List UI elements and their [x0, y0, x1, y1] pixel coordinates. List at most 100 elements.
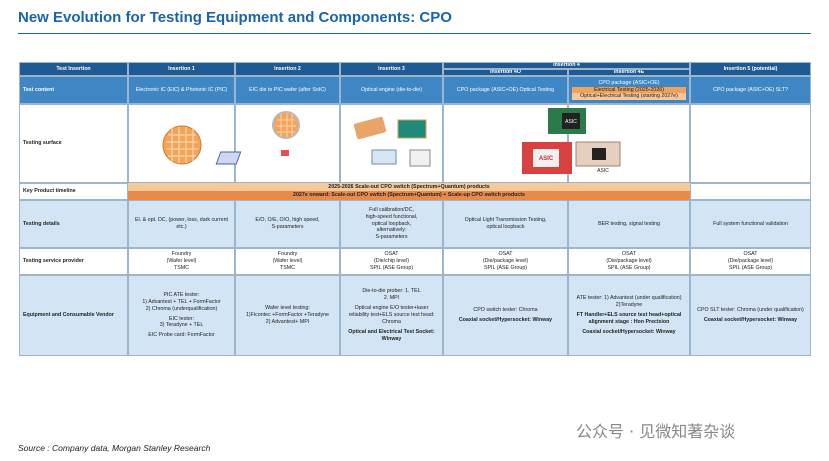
row-label: Testing service provider — [19, 248, 128, 275]
cell-text: alternatively: — [376, 227, 407, 234]
cell-text: 2)Teradyne — [615, 302, 643, 309]
timeline-bar: 2027e onward: Scale-out CPO switch (Spec… — [128, 191, 690, 200]
cell-text: 3) Teradyne + TEL — [159, 322, 204, 329]
cell-text: OSAT — [743, 251, 758, 258]
cell-text: EIC tester: — [168, 315, 195, 322]
table-cell — [690, 183, 811, 200]
title: New Evolution for Testing Equipment and … — [18, 9, 452, 26]
cell-text: Insertion 2 — [274, 65, 301, 72]
cell-text: Electronic IC (EIC) & Photonic IC (PIC) — [135, 86, 228, 93]
cell-text: 2027e onward: Scale-out CPO switch (Spec… — [293, 192, 525, 199]
table-cell: CPO SLT tester: Chroma (under qualificat… — [690, 275, 811, 356]
cell-text: Optical engine (die-to-die) — [361, 86, 422, 93]
cell-text: Foundry — [277, 251, 298, 258]
table-cell: Full system functional validation — [690, 200, 811, 248]
cell-text: Test content — [23, 86, 55, 93]
cell-text: Key Product timeline — [23, 188, 76, 195]
cell-text: Insertion 4O — [490, 69, 521, 76]
cell-text: El. & opt. DC, (power, loss, dark curren… — [134, 217, 229, 230]
table-cell: OSAT (Die/package level) SPIL (ASE Group) — [443, 248, 568, 275]
table-cell: El. & opt. DC, (power, loss, dark curren… — [128, 200, 235, 248]
cell-text: Full calibration/DC, — [369, 206, 414, 213]
cell-text: Testing service provider — [23, 258, 84, 265]
cell-text: CPO switch tester: Chroma — [473, 307, 538, 314]
cell-text: TSMC — [279, 264, 295, 271]
cell-text: FT Handler+ELS source test head+optical … — [576, 312, 682, 325]
table-cell: OSAT (Die/package level) SPIL (ASE Group) — [690, 248, 811, 275]
cell-text: SPIL (ASE Group) — [728, 264, 773, 271]
cell-text: S-parameters — [271, 224, 304, 230]
cell-text: SPIL (ASE Group) — [483, 264, 528, 271]
table-cell: BER testing, signal testing — [568, 200, 690, 248]
cell-text: OSAT — [384, 251, 399, 258]
table-cell — [340, 104, 443, 183]
table-cell: CPO package (ASIC+OE) Optical Testing — [443, 76, 568, 104]
title-rule — [18, 33, 811, 34]
cell-text: Insertion 3 — [378, 65, 405, 72]
table-cell — [443, 104, 568, 183]
table-cell — [128, 104, 235, 183]
cell-text: (Wafer level) — [272, 258, 303, 265]
table-cell: OSAT (Die/package level) SPIL (ASE Group) — [568, 248, 690, 275]
cell-text: Optical engine E/O tester+laser reliabil… — [348, 305, 435, 325]
cell-text: CPO package (ASIC+OE) Optical Testing — [456, 86, 555, 93]
cell-text: E/O, O/E, O/O, high speed, — [255, 217, 320, 224]
cell-text: SPIL (ASE Group) — [607, 264, 651, 271]
table-cell: Full calibration/DC, high-speed functiona… — [340, 200, 443, 248]
cell-text: TSMC — [173, 264, 189, 271]
cell-text: EIC Probe card: FormFactor — [148, 332, 215, 339]
cell-text: 2025-2026 Scale-out CPO switch (Spectrum… — [328, 183, 490, 190]
cell-text: Insertion 4 — [553, 62, 580, 69]
row-label: Key Product timeline — [19, 183, 128, 200]
cell-text: Coaxial socket/Hypersocket: Winway — [703, 317, 798, 323]
header-cell: Insertion 5 (potential) — [690, 62, 811, 76]
cell-text: Optical Light Transmission Testing, — [464, 217, 547, 224]
cell-text: Insertion 5 (potential) — [723, 65, 778, 72]
header-cell: Insertion 3 — [340, 62, 443, 76]
table-cell: Foundry (Wafer level) TSMC — [128, 248, 235, 275]
table-cell: PIC ATE tester: 1) Advantest + TEL + Form… — [128, 275, 235, 356]
cell-text: Coaxial socket/Hypersocket: Winway — [458, 317, 553, 323]
cell-text: Insertion 1 — [168, 65, 195, 72]
cell-text: (Die/chip level) — [373, 258, 410, 265]
table-cell: Die-to-die prober: 1. TEL 2. MPI Optical e… — [340, 275, 443, 356]
table-cell: Wafer level testing: 1)Ficontec +FormFact… — [235, 275, 340, 356]
cell-text: EIC die to PIC wafer (after SoIC) — [249, 86, 326, 93]
cell-text: Equipment and Consumable Vendor — [23, 312, 114, 319]
header-cell: Insertion 1 — [128, 62, 235, 76]
cell-text: optical loopback — [486, 224, 525, 230]
table-cell — [690, 104, 811, 183]
cell-text: PIC ATE tester: — [163, 291, 200, 298]
table-cell: Optical engine (die-to-die) — [340, 76, 443, 104]
table-cell: CPO package (ASIC+OE) SLT? — [690, 76, 811, 104]
cell-text: (Die/package level) — [482, 258, 529, 265]
table-cell: Optical Light Transmission Testing, optic… — [443, 200, 568, 248]
cell-text: BER testing, signal testing — [598, 220, 660, 227]
cell-text: Testing surface — [23, 140, 62, 147]
watermark: 公众号 · 见微知著杂谈 — [576, 422, 736, 441]
table-cell: OSAT (Die/chip level) SPIL (ASE Group) — [340, 248, 443, 275]
cell-text: Foundry — [171, 251, 192, 258]
cell-text: Testing details — [23, 220, 60, 227]
table-cell: EIC die to PIC wafer (after SoIC) — [235, 76, 340, 104]
subheader-cell: Insertion 4O — [443, 69, 568, 76]
row-label: Testing details — [19, 200, 128, 248]
cell-text: OSAT — [621, 251, 637, 258]
cell-text: optical loopback, — [371, 220, 412, 227]
cell-text: CPO package (ASIC+OE) SLT? — [713, 86, 788, 93]
cell-text: Full system functional validation — [713, 220, 788, 227]
cell-text: Test Insertion — [56, 65, 91, 72]
table-cell: CPO switch tester: Chroma Coaxial socket/… — [443, 275, 568, 356]
header-cell: Insertion 2 — [235, 62, 340, 76]
cell-text: Coaxial socket/Hypersocket: Winway — [582, 328, 676, 335]
cell-text: Wafer level testing: — [265, 305, 310, 312]
header-cell: Test Insertion — [19, 62, 128, 76]
cell-text: CPO package (ASIC+OE) — [598, 79, 660, 86]
table-cell — [568, 104, 690, 183]
timeline-bar: 2025-2026 Scale-out CPO switch (Spectrum… — [128, 183, 690, 191]
table-cell: E/O, O/E, O/O, high speed, S-parameters — [235, 200, 340, 248]
table-cell: ATE tester: 1) Advantest (under qualific… — [568, 275, 690, 356]
cell-text: (Wafer level) — [166, 258, 197, 265]
cell-text: Die-to-die prober: 1. TEL — [362, 288, 421, 295]
cell-text: Electrical Testing (2025-2026) — [572, 86, 686, 94]
